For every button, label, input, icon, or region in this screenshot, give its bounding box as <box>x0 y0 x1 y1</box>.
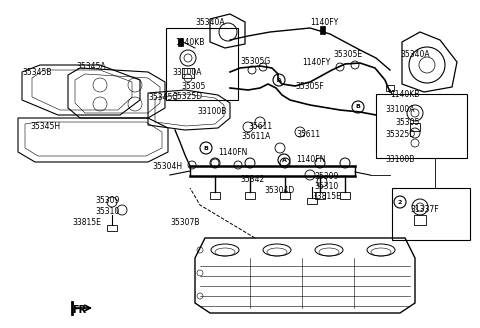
Text: 35345C: 35345C <box>148 93 178 102</box>
Text: 33100A: 33100A <box>385 105 415 114</box>
Bar <box>410 123 420 131</box>
Text: A: A <box>282 157 287 162</box>
Text: 35305E: 35305E <box>333 50 362 59</box>
Bar <box>376 94 467 158</box>
Text: 33815E: 33815E <box>312 192 341 201</box>
Text: 1140KB: 1140KB <box>175 38 204 47</box>
Text: 33100B: 33100B <box>197 107 227 116</box>
Text: A: A <box>276 77 281 83</box>
Text: B: B <box>204 146 208 151</box>
Text: 35340A: 35340A <box>400 50 430 59</box>
Text: 35310: 35310 <box>95 207 119 216</box>
Text: 1140FY: 1140FY <box>310 18 338 27</box>
Text: 35340A: 35340A <box>195 18 225 27</box>
Text: 35325D: 35325D <box>385 130 415 139</box>
Bar <box>107 225 117 231</box>
Text: 1140FN: 1140FN <box>218 148 247 157</box>
Text: 35304H: 35304H <box>152 162 182 171</box>
Text: 31337F: 31337F <box>410 205 439 214</box>
Text: 35305G: 35305G <box>240 57 270 66</box>
Text: 35309: 35309 <box>314 172 338 181</box>
Bar <box>166 28 238 100</box>
Text: 2: 2 <box>398 199 402 204</box>
Text: 33100B: 33100B <box>385 155 414 164</box>
Text: 35307B: 35307B <box>170 218 200 227</box>
Text: 35611A: 35611A <box>241 132 270 141</box>
Text: 35309: 35309 <box>95 196 120 205</box>
Text: 35305: 35305 <box>181 82 205 91</box>
Bar <box>245 192 255 199</box>
Text: 35345B: 35345B <box>22 68 51 77</box>
Text: 35305: 35305 <box>395 118 420 127</box>
Text: 35611: 35611 <box>296 130 320 139</box>
Bar <box>340 192 350 199</box>
Bar <box>315 192 325 199</box>
Text: 35305F: 35305F <box>295 82 324 91</box>
Bar <box>210 192 220 199</box>
Bar <box>320 26 325 34</box>
Text: 1140FN: 1140FN <box>296 155 325 164</box>
Bar <box>392 188 470 240</box>
Text: 35304D: 35304D <box>264 186 294 195</box>
Text: 35611: 35611 <box>248 122 272 131</box>
Text: FR: FR <box>72 305 86 315</box>
Bar <box>178 38 183 46</box>
Text: 35310: 35310 <box>314 182 338 191</box>
Text: 35345H: 35345H <box>30 122 60 131</box>
Text: 35325D: 35325D <box>172 92 202 101</box>
Bar <box>182 68 194 78</box>
Text: B: B <box>356 105 360 110</box>
Text: 33815E: 33815E <box>72 218 101 227</box>
Text: 35345A: 35345A <box>76 62 106 71</box>
Text: 1140FY: 1140FY <box>302 58 330 67</box>
Text: 1140KB: 1140KB <box>390 90 420 99</box>
Bar <box>307 198 317 204</box>
Text: 33100A: 33100A <box>172 68 202 77</box>
Text: 35342: 35342 <box>240 175 264 184</box>
Bar <box>280 192 290 199</box>
Bar <box>386 85 394 91</box>
